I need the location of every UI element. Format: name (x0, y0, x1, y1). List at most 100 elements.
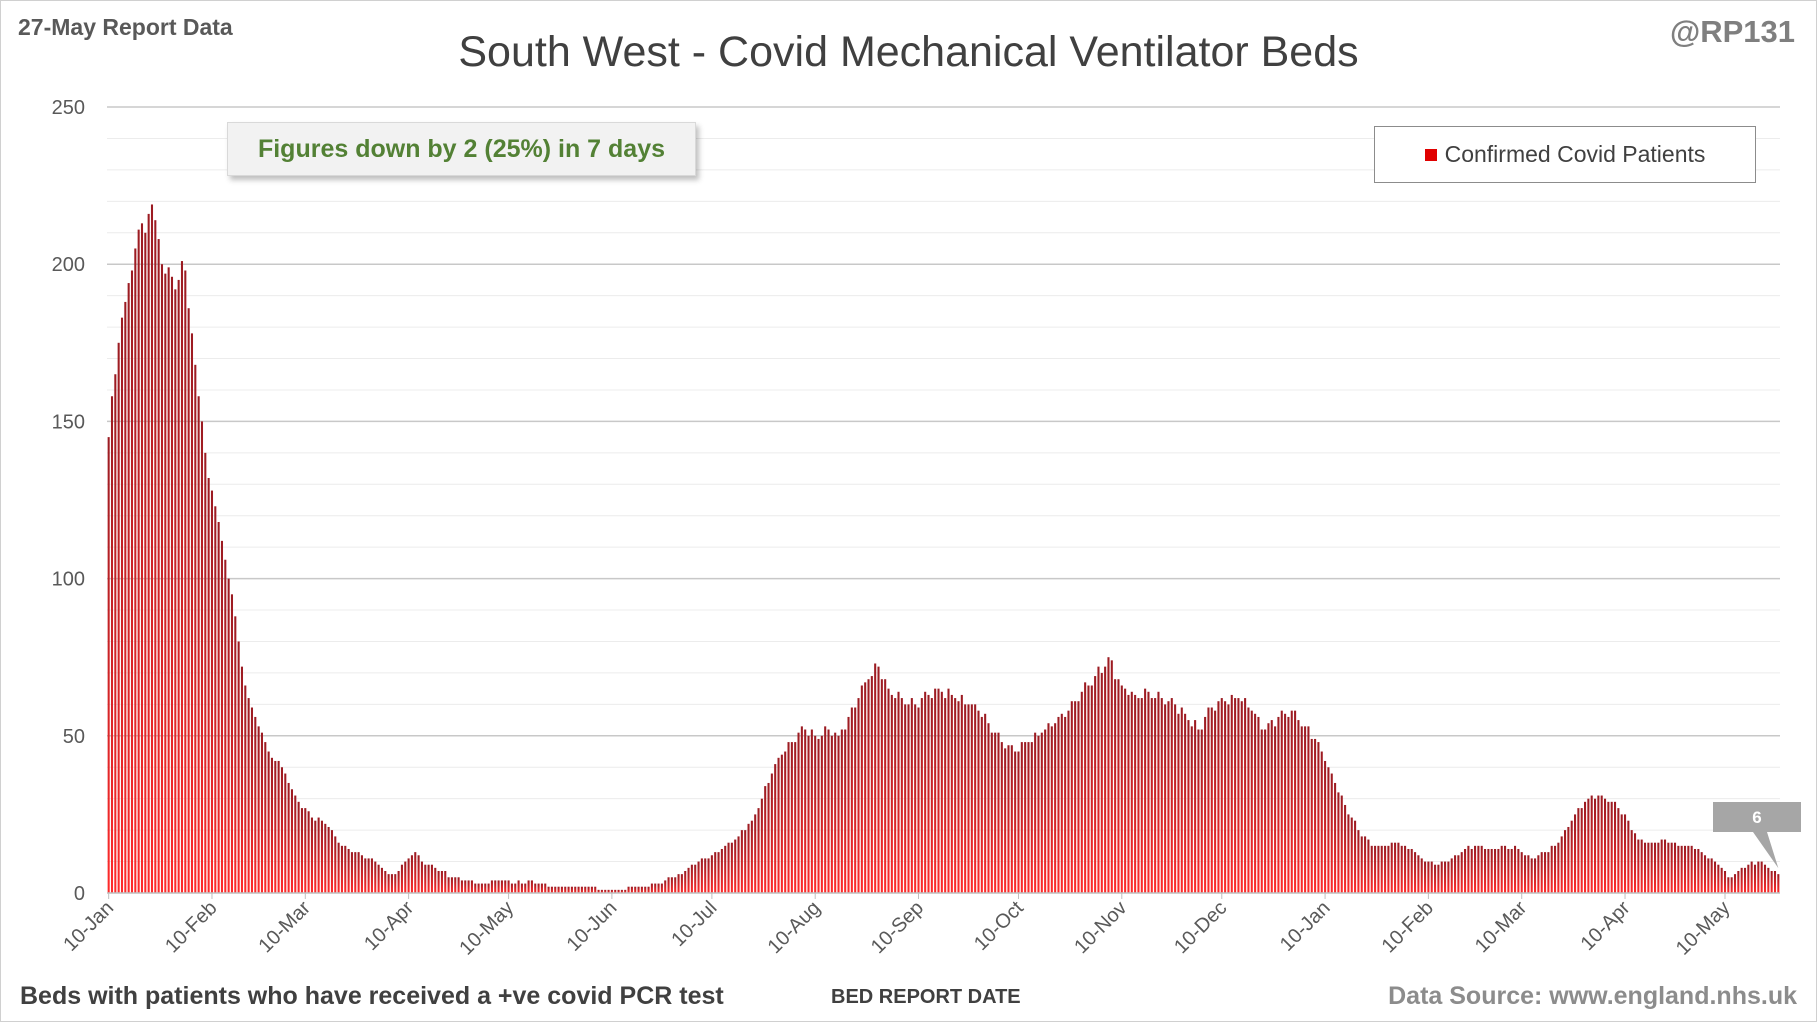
bar (717, 852, 720, 893)
bar (1117, 679, 1120, 893)
x-tick-label: 10-May (1672, 897, 1735, 960)
bar (1564, 830, 1567, 893)
x-tick-label: 10-Apr (360, 897, 418, 955)
bar (600, 889, 603, 893)
bar (800, 726, 803, 893)
bar (1030, 742, 1033, 893)
bar (150, 204, 154, 894)
bar (1354, 820, 1357, 893)
bar (680, 874, 683, 893)
x-tick-label: 10-Jan (59, 897, 118, 956)
bar (174, 289, 177, 893)
bar (1204, 716, 1207, 893)
bar (1270, 720, 1273, 893)
bar (1673, 842, 1677, 893)
bar (790, 742, 793, 893)
bar (1577, 808, 1580, 893)
x-tick-label: 10-Apr (1577, 897, 1635, 955)
bar (1344, 804, 1347, 893)
bar (974, 704, 977, 893)
bar (597, 889, 600, 893)
bar (1677, 845, 1680, 893)
bar (574, 886, 577, 893)
bar (1540, 852, 1543, 893)
bar (1574, 814, 1577, 893)
bar (507, 880, 510, 893)
bar (1640, 839, 1643, 893)
bar (537, 883, 540, 893)
bar (120, 317, 124, 893)
bar (1560, 836, 1563, 893)
bar (327, 826, 330, 893)
bar (1530, 858, 1533, 893)
bar (1180, 707, 1183, 893)
bar (1174, 704, 1177, 893)
bar (724, 845, 727, 893)
bar (1490, 848, 1493, 893)
last-value-label: 6 (1752, 808, 1761, 827)
bar (464, 880, 467, 893)
x-tick-label: 10-Jan (1276, 897, 1335, 956)
bar (1487, 848, 1490, 893)
bar (517, 880, 520, 893)
bar (364, 858, 367, 893)
bar (1517, 848, 1520, 893)
bar (667, 877, 670, 893)
bar (270, 757, 274, 893)
bar (114, 374, 117, 893)
bar (1753, 864, 1757, 893)
bar (987, 723, 990, 893)
bar (1317, 742, 1320, 893)
bar (227, 578, 230, 893)
gridlines (107, 106, 1780, 863)
bar (230, 594, 234, 893)
bar (1330, 773, 1333, 893)
x-tick-label: 10-Feb (1378, 897, 1438, 957)
bar (1304, 726, 1307, 893)
bar (950, 694, 953, 893)
bar (1627, 820, 1630, 893)
bar (1220, 698, 1223, 893)
bar (467, 880, 470, 893)
bar (647, 886, 650, 893)
bar (814, 735, 817, 893)
bar (937, 688, 940, 893)
bar (1390, 842, 1393, 893)
bar (1730, 877, 1733, 893)
bar (1617, 808, 1620, 893)
bar (604, 889, 607, 893)
bar (1297, 720, 1300, 893)
bar (757, 808, 760, 893)
x-tick-label: 10-Oct (970, 897, 1028, 955)
bar (544, 883, 547, 893)
bar (864, 682, 867, 893)
bar (1633, 833, 1637, 893)
bar (560, 886, 563, 893)
bar (1000, 742, 1003, 893)
bar (197, 396, 200, 893)
bar (1457, 855, 1460, 893)
bar (1587, 798, 1590, 893)
bar (1740, 867, 1743, 893)
bar (1613, 801, 1617, 893)
bar (977, 710, 980, 893)
bar (994, 732, 997, 893)
x-tick-label: 10-Dec (1170, 897, 1231, 958)
bar (317, 817, 320, 893)
bar (400, 864, 403, 893)
bar (237, 641, 240, 893)
bar (917, 707, 920, 893)
bar (1320, 751, 1323, 893)
bar (1767, 867, 1770, 893)
bar (274, 760, 277, 893)
bar (430, 864, 433, 893)
bar (1374, 845, 1377, 893)
bar (877, 666, 880, 893)
bar (370, 858, 373, 893)
bar (1527, 855, 1530, 893)
bar (130, 270, 134, 893)
bar (1557, 842, 1560, 893)
bar (650, 883, 653, 893)
bar (107, 437, 110, 893)
bar (934, 688, 937, 893)
